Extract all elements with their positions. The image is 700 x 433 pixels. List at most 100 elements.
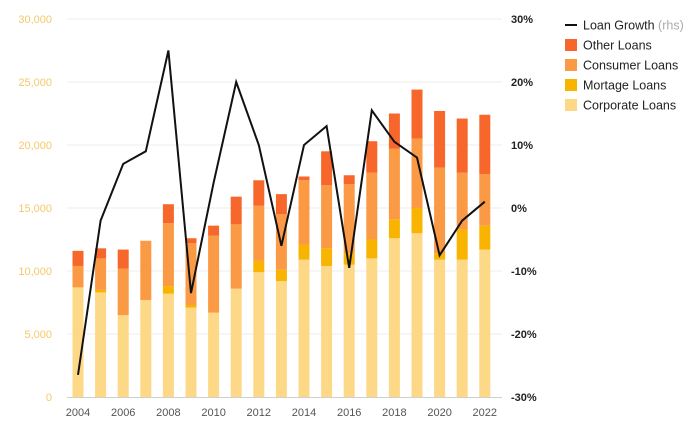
bar-consumer-loans-2019 [411,138,423,208]
bar-corporate-loans-2005 [95,292,107,397]
left-tick-label: 20,000 [18,140,52,152]
legend-swatch-other-loans [565,39,577,51]
bar-corporate-loans-2022 [479,249,491,397]
legend-label-other-loans: Other Loans [583,39,652,53]
bar-mortage-loans-2021 [456,229,468,260]
x-tick-label: 2022 [473,407,497,419]
loan-growth-line [77,50,486,376]
bar-consumer-loans-2010 [208,235,220,313]
right-tick-label: 0% [511,203,527,215]
bar-consumer-loans-2020 [434,167,446,254]
bar-other-loans-2016 [343,175,355,185]
bar-other-loans-2004 [72,250,84,266]
bar-corporate-loans-2011 [230,288,242,397]
x-axis: 2004 2006 2008 2010 2012 2014 2016 2018 2020 2022 [66,397,502,419]
bar-other-loans-2008 [162,204,174,224]
legend-swatch-mortage-loans [565,79,577,91]
bar-consumer-loans-2006 [117,268,129,316]
bar-corporate-loans-2010 [208,312,220,397]
bar-consumer-loans-2017 [366,172,378,240]
bar-corporate-loans-2004 [72,287,84,397]
bar-other-loans-2013 [275,194,287,215]
bar-other-loans-2011 [230,196,242,225]
right-tick-label: -30% [511,392,537,404]
bar-corporate-loans-2015 [321,265,333,397]
bar-consumer-loans-2016 [343,184,355,254]
bar-other-loans-2014 [298,176,310,181]
bar-consumer-loans-2012 [253,205,265,261]
right-tick-label: 20% [511,77,533,89]
legend-swatch-consumer-loans [565,59,577,71]
bar-other-loans-2005 [95,248,107,259]
x-tick-label: 2004 [66,407,90,419]
bar-consumer-loans-2018 [388,148,400,220]
bar-other-loans-2021 [456,118,468,173]
bar-other-loans-2018 [388,113,400,149]
bar-consumer-loans-2007 [140,240,152,300]
left-tick-label: 0 [46,392,52,404]
bar-corporate-loans-2009 [185,307,197,397]
x-tick-label: 2020 [427,407,451,419]
bar-consumer-loans-2005 [95,258,107,290]
x-tick-label: 2016 [337,407,361,419]
left-axis: 0 5,000 10,000 15,000 20,000 25,000 30,000 [18,14,52,404]
bar-consumer-loans-2021 [456,172,468,230]
bar-mortage-loans-2018 [388,219,400,239]
right-axis: -30% -20% -10% 0% 10% 20% 30% [511,14,537,404]
bar-other-loans-2019 [411,89,423,139]
x-tick-label: 2010 [201,407,225,419]
x-tick-label: 2014 [292,407,316,419]
legend-swatch-corporate-loans [565,99,577,111]
bar-corporate-loans-2012 [253,272,265,397]
right-tick-label: 30% [511,14,533,26]
x-tick-label: 2008 [156,407,180,419]
legend-label-consumer-loans: Consumer Loans [583,59,678,73]
bar-mortage-loans-2013 [275,269,287,282]
bar-mortage-loans-2019 [411,208,423,234]
left-tick-label: 5,000 [24,329,52,341]
bar-consumer-loans-2004 [72,265,84,288]
bar-other-loans-2006 [117,249,129,269]
bar-consumer-loans-2015 [321,185,333,249]
bar-corporate-loans-2013 [275,281,287,397]
bar-other-loans-2015 [321,151,333,186]
legend-label-corporate-loans: Corporate Loans [583,99,676,113]
x-tick-label: 2012 [247,407,271,419]
bar-corporate-loans-2017 [366,258,378,397]
bar-other-loans-2017 [366,141,378,173]
bar-corporate-loans-2019 [411,233,423,397]
bar-mortage-loans-2008 [162,286,174,294]
bar-mortage-loans-2014 [298,244,310,260]
bar-corporate-loans-2021 [456,259,468,397]
bar-consumer-loans-2022 [479,173,491,226]
left-tick-label: 25,000 [18,77,52,89]
bar-corporate-loans-2006 [117,315,129,397]
bar-mortage-loans-2009 [185,305,197,308]
left-tick-label: 10,000 [18,266,52,278]
bar-other-loans-2009 [185,238,197,244]
bar-consumer-loans-2008 [162,223,174,287]
bar-other-loans-2022 [479,114,491,174]
x-tick-label: 2006 [111,407,135,419]
bar-corporate-loans-2008 [162,293,174,397]
bar-mortage-loans-2015 [321,248,333,266]
right-tick-label: -20% [511,329,537,341]
left-tick-label: 15,000 [18,203,52,215]
bar-mortage-loans-2022 [479,225,491,250]
bar-mortage-loans-2017 [366,239,378,259]
right-tick-label: -10% [511,266,537,278]
bar-other-loans-2012 [253,180,265,206]
bar-consumer-loans-2011 [230,224,242,289]
bars [72,89,491,397]
legend-label-loan-growth: Loan Growth (rhs) [583,19,684,33]
bar-corporate-loans-2020 [434,259,446,397]
left-tick-label: 30,000 [18,14,52,26]
bar-mortage-loans-2016 [343,253,355,265]
bar-corporate-loans-2014 [298,259,310,397]
x-tick-label: 2018 [382,407,406,419]
right-tick-label: 10% [511,140,533,152]
bar-corporate-loans-2018 [388,238,400,397]
legend: Loan Growth (rhs) Other Loans Consumer Loa… [565,19,684,113]
bar-consumer-loans-2014 [298,180,310,245]
bar-other-loans-2010 [208,225,220,236]
